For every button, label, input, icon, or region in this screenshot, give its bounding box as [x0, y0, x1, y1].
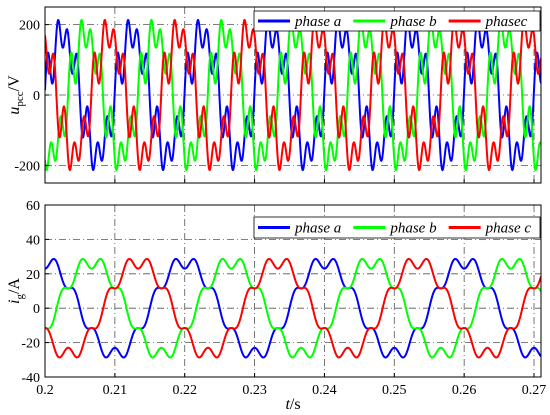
legend-box [253, 10, 541, 32]
y-tick-label: 0 [33, 302, 40, 317]
legend-label: phase a [294, 221, 341, 237]
x-tick-label: 0.24 [312, 383, 337, 398]
legend-label: phase b [389, 221, 437, 237]
series-line-phasec [45, 18, 541, 172]
y-tick-label: 60 [26, 199, 40, 214]
series-lines [45, 257, 541, 359]
legend-box [253, 216, 541, 239]
y-tick-label: 0 [33, 89, 40, 104]
legend-label: phase c [485, 221, 532, 237]
y-tick-label: 200 [19, 19, 40, 34]
series-line-phase-b [45, 257, 541, 359]
series-line-phase-a [45, 257, 541, 359]
legend: phase a phase b phase c [253, 216, 541, 239]
x-tick-label: 0.22 [172, 383, 197, 398]
y-axis-label: ig/A [6, 278, 26, 304]
legend: phase a phase b phasec [253, 10, 541, 32]
y-axis-ticks: -200 0 200 [14, 19, 49, 174]
legend-label: phase b [389, 14, 437, 30]
y-axis-ticks: -40 -20 0 20 40 60 [21, 199, 49, 386]
y-tick-label: 20 [26, 268, 40, 283]
y-axis-label: upcc/V [6, 75, 26, 115]
legend-label: phase a [294, 14, 341, 30]
x-tick-label: 0.2 [36, 383, 54, 398]
series-line-phase-c [45, 257, 541, 359]
voltage-chart: -200 0 200 phase a phase b phasec upcc/V [6, 6, 542, 184]
x-tick-label: 0.27 [522, 383, 547, 398]
y-tick-label: -200 [14, 159, 40, 174]
x-tick-label: 0.26 [452, 383, 477, 398]
x-tick-label: 0.21 [103, 383, 128, 398]
legend-label: phasec [485, 14, 528, 30]
x-axis-label: t/s [285, 396, 300, 413]
x-axis-ticks: 0.2 0.21 0.22 0.23 0.24 0.25 0.26 0.27 [36, 383, 546, 398]
x-tick-label: 0.23 [242, 383, 267, 398]
y-tick-label: -20 [21, 337, 40, 352]
y-tick-label: -40 [21, 371, 40, 386]
y-tick-label: 40 [26, 233, 40, 248]
x-tick-label: 0.25 [382, 383, 407, 398]
plot-frame [44, 204, 542, 378]
